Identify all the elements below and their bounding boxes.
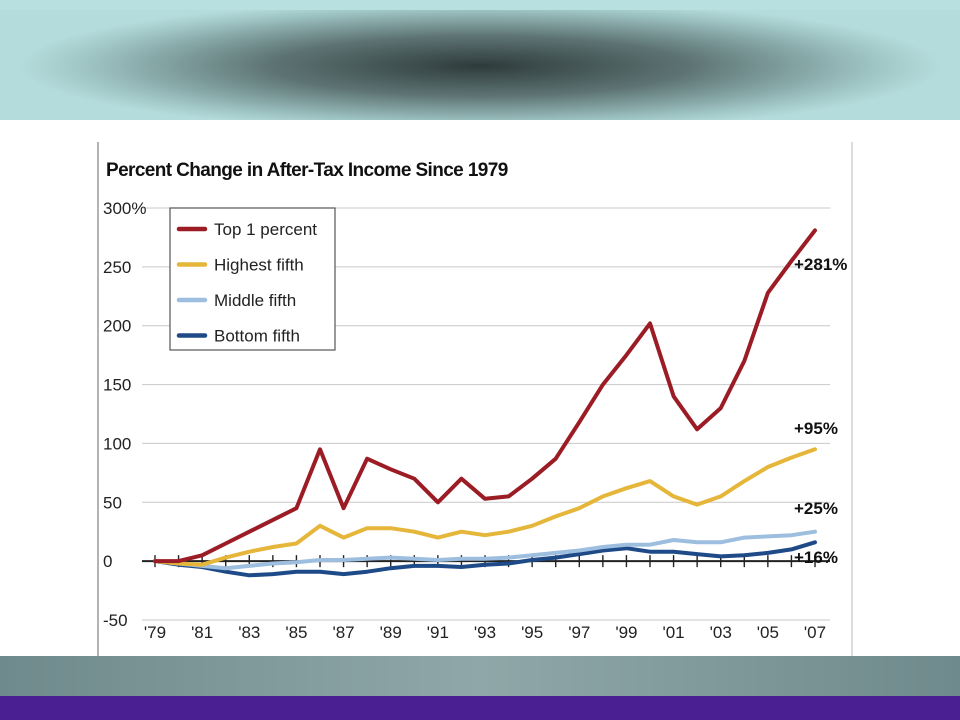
end-label: +95%	[794, 419, 838, 438]
x-tick-label: '81	[191, 623, 213, 642]
bottom-band	[0, 656, 960, 696]
legend-label: Highest fifth	[214, 256, 304, 275]
end-label: +16%	[794, 548, 838, 567]
x-tick-label: '99	[615, 623, 637, 642]
legend-label: Bottom fifth	[214, 327, 300, 346]
y-tick-label: 150	[103, 376, 131, 395]
legend-label: Top 1 percent	[214, 220, 317, 239]
line-chart: Percent Change in After-Tax Income Since…	[97, 142, 853, 656]
chart-area: Percent Change in After-Tax Income Since…	[0, 120, 960, 656]
top-banner	[0, 0, 960, 120]
chart-title: Percent Change in After-Tax Income Since…	[106, 160, 508, 181]
x-tick-label: '03	[710, 623, 732, 642]
series-line-highest-fifth	[153, 447, 817, 567]
legend-box	[169, 207, 336, 351]
y-tick-label: 50	[103, 493, 122, 512]
x-tick-label: '85	[285, 623, 307, 642]
legend-label: Middle fifth	[214, 291, 296, 310]
y-tick-label: 300%	[103, 199, 146, 218]
y-tick-label: 200	[103, 317, 131, 336]
x-tick-label: '79	[144, 623, 166, 642]
x-tick-label: '87	[332, 623, 354, 642]
x-tick-label: '83	[238, 623, 260, 642]
series-line-middle-fifth	[153, 529, 817, 571]
x-tick-label: '07	[804, 623, 826, 642]
end-label: +281%	[794, 255, 847, 274]
x-tick-label: '91	[427, 623, 449, 642]
y-tick-label: 100	[103, 434, 131, 453]
end-label: +25%	[794, 499, 838, 518]
x-tick-label: '05	[757, 623, 779, 642]
chart-legend: Top 1 percent Highest fifth Middle fifth Bo…	[169, 207, 336, 351]
series-line-bottom-fifth	[153, 540, 817, 578]
series-line-top-1-percent	[153, 228, 817, 564]
x-tick-label: '89	[380, 623, 402, 642]
y-tick-label: -50	[103, 611, 128, 630]
x-tick-label: '93	[474, 623, 496, 642]
y-tick-label: 0	[103, 552, 112, 571]
y-tick-label: 250	[103, 258, 131, 277]
x-tick-label: '95	[521, 623, 543, 642]
x-tick-label: '97	[568, 623, 590, 642]
x-tick-label: '01	[662, 623, 684, 642]
bottom-purple-bar	[0, 696, 960, 720]
